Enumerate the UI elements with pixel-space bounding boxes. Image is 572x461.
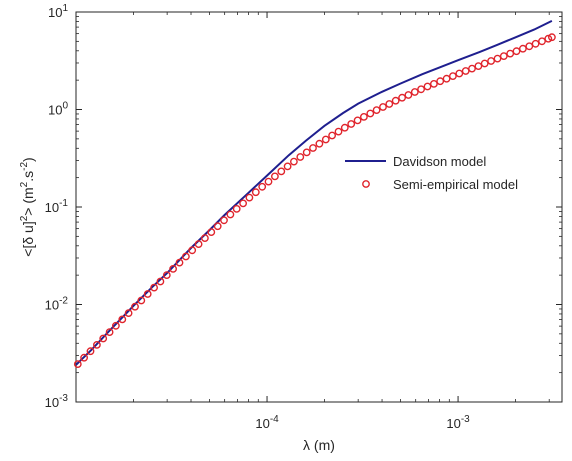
semi-empirical-point — [448, 72, 457, 81]
semi-empirical-point — [220, 216, 228, 225]
semi-empirical-point — [93, 340, 101, 349]
x-tick-label: 10-3 — [446, 414, 470, 431]
semi-empirical-point — [112, 321, 120, 330]
legend-semi-empirical-swatch — [362, 180, 370, 188]
y-tick-label: 101 — [48, 3, 68, 20]
legend-semi-empirical-label: Semi-empirical model — [393, 177, 518, 192]
minor-ticks — [76, 12, 562, 402]
semi-empirical-point — [493, 54, 502, 63]
semi-empirical-point — [232, 204, 241, 213]
semi-empirical-point — [207, 228, 216, 237]
semi-empirical-point — [245, 193, 254, 202]
semi-empirical-point — [118, 315, 127, 324]
legend: Davidson model Semi-empirical model — [345, 154, 518, 192]
semi-empirical-point — [226, 210, 235, 219]
y-tick-labels: 10-3 10-2 10-1 100 101 — [45, 3, 69, 410]
semi-empirical-point — [379, 103, 387, 111]
semi-empirical-point — [442, 74, 451, 83]
semi-empirical-point — [143, 290, 152, 298]
semi-empirical-point — [385, 100, 394, 108]
semi-empirical-point — [296, 153, 305, 161]
semi-empirical-point — [548, 33, 556, 42]
semi-empirical-point — [73, 360, 82, 368]
semi-empirical-point — [131, 302, 139, 311]
semi-empirical-point — [302, 148, 311, 157]
semi-empirical-point — [544, 34, 553, 43]
plot-area — [75, 11, 563, 403]
semi-empirical-point — [80, 353, 89, 362]
semi-empirical-point — [429, 80, 438, 88]
semi-empirical-point — [181, 252, 190, 261]
semi-empirical-point — [468, 64, 476, 73]
semi-empirical-point — [417, 85, 425, 94]
semi-empirical-point — [499, 52, 508, 60]
semi-empirical-point — [213, 222, 222, 231]
semi-empirical-point — [328, 131, 336, 140]
semi-empirical-point — [270, 172, 279, 181]
semi-empirical-point — [277, 167, 286, 176]
semi-empirical-point — [283, 162, 292, 171]
x-tick-label: 10-4 — [255, 414, 279, 431]
semi-empirical-point — [150, 283, 159, 292]
semi-empirical-point — [404, 91, 413, 99]
semi-empirical-point — [315, 139, 324, 148]
semi-empirical-point — [519, 44, 527, 53]
semi-empirical-point — [264, 177, 273, 186]
y-tick-label: 10-1 — [45, 198, 69, 215]
semi-empirical-point — [124, 309, 133, 317]
semi-empirical-point — [525, 42, 534, 51]
semi-empirical-point — [512, 47, 521, 56]
y-tick-label: 10-3 — [45, 393, 69, 410]
semi-empirical-point — [137, 296, 146, 305]
semi-empirical-point — [251, 188, 260, 197]
semi-empirical-point — [194, 240, 203, 249]
y-axis-label: <[δ u]2> (m2.s-2) — [19, 157, 36, 256]
semi-empirical-point — [480, 59, 489, 68]
semi-empirical-point — [353, 116, 362, 125]
semi-empirical-point — [538, 37, 546, 46]
semi-empirical-point — [156, 277, 165, 286]
semi-empirical-point — [436, 77, 445, 86]
semi-empirical-point — [391, 96, 400, 105]
semi-empirical-point — [398, 93, 406, 102]
semi-empirical-point — [175, 258, 184, 267]
semi-empirical-point — [372, 106, 381, 115]
semi-empirical-point — [487, 57, 495, 65]
semi-empirical-point — [289, 157, 298, 166]
semi-empirical-point — [531, 39, 540, 48]
legend-davidson-label: Davidson model — [393, 154, 486, 169]
semi-empirical-point — [105, 328, 114, 336]
semi-empirical-point — [359, 113, 368, 121]
semi-empirical-point — [200, 234, 209, 243]
semi-empirical-point — [347, 120, 356, 128]
semi-empirical-point — [309, 144, 317, 152]
x-tick-labels: 10-4 10-3 — [255, 414, 470, 431]
major-ticks — [76, 11, 562, 403]
semi-empirical-markers — [73, 33, 556, 368]
y-tick-label: 10-2 — [45, 296, 69, 313]
semi-empirical-point — [506, 49, 515, 58]
y-tick-label: 100 — [48, 101, 68, 118]
semi-empirical-point — [162, 271, 171, 279]
semi-empirical-point — [366, 109, 375, 118]
semi-empirical-point — [455, 69, 464, 78]
semi-empirical-point — [239, 199, 248, 208]
semi-empirical-point — [86, 347, 95, 356]
semi-empirical-point — [334, 127, 343, 136]
x-axis-label: λ (m) — [303, 437, 335, 453]
semi-empirical-point — [169, 264, 178, 273]
semi-empirical-point — [410, 88, 419, 96]
semi-empirical-point — [340, 123, 349, 132]
semi-empirical-point — [188, 246, 197, 255]
semi-empirical-point — [321, 135, 330, 144]
series-layer — [73, 20, 556, 368]
semi-empirical-point — [258, 182, 267, 191]
semi-empirical-point — [461, 67, 470, 75]
semi-empirical-point — [474, 62, 483, 70]
plot-frame — [75, 11, 563, 403]
semi-empirical-point — [99, 334, 108, 343]
semi-empirical-point — [423, 82, 432, 91]
